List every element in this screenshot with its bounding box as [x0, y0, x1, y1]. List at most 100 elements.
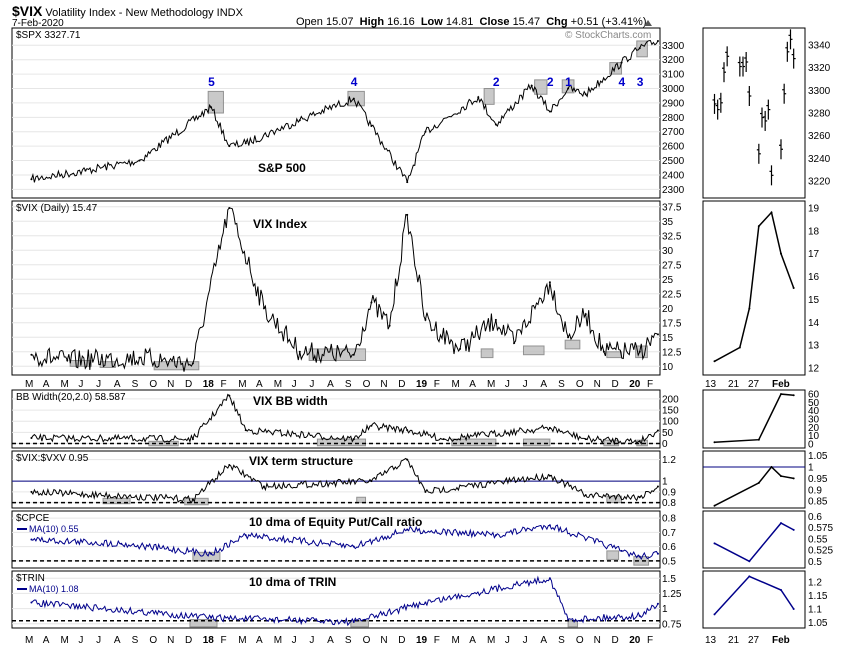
cpce-data-point [638, 555, 641, 558]
cpce-data-point [406, 528, 409, 531]
spx-detail-bar [782, 83, 787, 104]
high-value: 16.16 [387, 16, 415, 28]
termstructure_detail-data-point [713, 504, 716, 507]
wave-annotation: 3 [637, 75, 644, 89]
vix-data-point [567, 336, 570, 339]
x-axis-label-lower: N [380, 635, 387, 646]
x-axis-label-upper: O [363, 379, 371, 390]
termstructure_detail-y-tick-label: 0.85 [808, 497, 828, 508]
spx-detail-bar [722, 62, 726, 83]
bbwidth-highlight-box [451, 438, 497, 447]
trin_detail-y-tick-label: 1.2 [808, 577, 822, 588]
cpce-y-tick-label: 0.8 [662, 514, 676, 525]
termstructure-data-point [30, 490, 33, 493]
x-axis-label-upper: J [309, 379, 314, 390]
x-axis-label-lower: J [96, 635, 101, 646]
wave-annotation: 4 [351, 75, 358, 89]
spx_detail-y-tick-label: 3300 [808, 86, 831, 97]
x-axis-label-lower: M [25, 635, 33, 646]
termstructure-y-tick-label: 1 [662, 477, 668, 488]
vix_detail-data-point [713, 360, 716, 363]
trin-legend: $TRIN [16, 573, 45, 584]
bbwidth-data-point [442, 438, 445, 441]
termstructure-frame [11, 450, 661, 509]
cpce-data-point [244, 534, 247, 537]
vix-data-point [602, 350, 605, 353]
termstructure-data-point [548, 474, 551, 477]
x-axis-label-lower: O [576, 635, 584, 646]
spx-data-point [656, 39, 659, 42]
spx-detail-bar [712, 93, 717, 114]
vix-y-tick-label: 30 [662, 246, 674, 257]
cpce-legend: $CPCE [16, 513, 50, 524]
cpce-data-point [352, 545, 355, 548]
detail-x-axis-label-upper: 21 [728, 379, 740, 390]
cpce_detail-y-tick-label: 0.55 [808, 534, 828, 545]
vix_detail-y-tick-label: 12 [808, 364, 820, 375]
bbwidth-series-line [30, 393, 659, 446]
trin_detail-y-tick-label: 1.1 [808, 605, 822, 616]
ma-legend-text: MA(10) 1.08 [29, 584, 79, 594]
x-axis-label-lower: M [238, 635, 246, 646]
vix-data-point [228, 206, 231, 209]
spx-detail-bar [747, 86, 752, 106]
trin-y-tick-label: 1 [662, 604, 668, 615]
bbwidth-highlight-box [316, 438, 367, 447]
spx-data-point [298, 119, 301, 122]
x-axis-label-lower: A [43, 635, 50, 646]
low-label: Low [420, 16, 443, 28]
cpce_detail-data-point [713, 542, 716, 545]
trin-data-point [30, 601, 33, 604]
trin-y-tick-label: 1.25 [662, 589, 682, 600]
spx-data-point [370, 124, 373, 127]
wave-annotation: 2 [547, 75, 554, 89]
x-axis-label-upper: N [380, 379, 387, 390]
spx-data-point [620, 61, 623, 64]
vix-y-tick-label: 22.5 [662, 289, 682, 300]
x-axis-label-upper: 18 [203, 379, 215, 390]
x-axis-label-lower: 20 [629, 635, 641, 646]
x-axis-label-upper: O [576, 379, 584, 390]
vix_detail-y-tick-label: 18 [808, 226, 820, 237]
low-value: 14.81 [445, 16, 474, 28]
termstructure_detail-data-point [770, 465, 773, 468]
vix-data-point [513, 342, 516, 345]
vix-data-point [494, 318, 497, 321]
x-axis-label-upper: M [452, 379, 460, 390]
cpce-data-point [656, 552, 659, 555]
x-axis-label-upper: F [647, 379, 653, 390]
spx-highlight-box [483, 88, 495, 105]
trin_detail-y-tick-label: 1.05 [808, 618, 828, 629]
x-axis-label-upper: M [61, 379, 69, 390]
scroll-up-icon[interactable] [644, 20, 652, 26]
x-axis-label-lower: D [398, 635, 405, 646]
x-axis-label-upper: M [238, 379, 246, 390]
detail-x-axis-label-lower: 21 [728, 635, 740, 646]
x-axis-label-lower: S [132, 635, 139, 646]
spx-data-point [424, 130, 427, 133]
x-axis-label-lower: A [469, 635, 476, 646]
trin-y-tick-label: 1.5 [662, 574, 676, 585]
bbwidth_detail-data-point [792, 394, 795, 397]
x-axis-label-upper: N [167, 379, 174, 390]
cpce_detail-frame [702, 510, 806, 569]
termstructure_detail-y-tick-label: 0.9 [808, 485, 822, 496]
spx-y-tick-label: 2700 [662, 127, 685, 138]
termstructure-y-tick-label: 1.2 [662, 455, 676, 466]
spx-frame [11, 27, 661, 199]
trin-data-point [567, 618, 570, 621]
spx-data-point [30, 178, 33, 181]
vix_detail-frame [702, 200, 806, 376]
termstructure_detail-y-tick-label: 0.95 [808, 474, 828, 485]
spx_detail-y-tick-label: 3340 [808, 41, 831, 52]
bbwidth-y-tick-label: 200 [662, 394, 679, 405]
spx-detail-bar [766, 99, 771, 120]
x-axis-label-lower: F [434, 635, 440, 646]
trin-y-tick-label: 0.75 [662, 619, 682, 630]
vix-data-point [370, 301, 373, 304]
cpce-series-line [31, 524, 659, 561]
vix-data-point [548, 281, 551, 284]
x-axis-label-upper: D [398, 379, 405, 390]
termstructure-title: VIX term structure [249, 454, 353, 468]
spx-detail-bar [769, 165, 774, 186]
